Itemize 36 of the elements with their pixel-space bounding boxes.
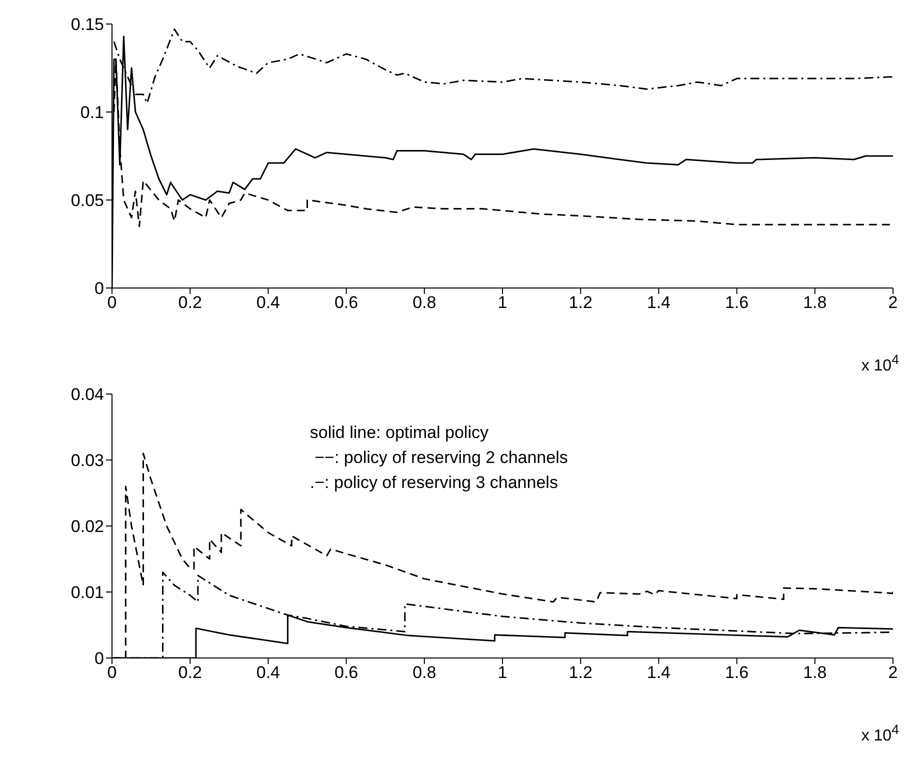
text: x 10$^{4}$ bbox=[861, 722, 899, 746]
x-tick-label: 0.8 bbox=[412, 293, 436, 312]
x-tick-label: 0.4 bbox=[256, 293, 280, 312]
y-tick-label: 0 bbox=[94, 279, 104, 298]
x-tick-label: 0.2 bbox=[178, 663, 202, 682]
x-tick-label: 1.8 bbox=[803, 293, 827, 312]
x-tick-label: 0.8 bbox=[412, 663, 436, 682]
x-tick-label: 1.4 bbox=[646, 293, 671, 312]
x-tick-label: 1.4 bbox=[646, 663, 671, 682]
y-tick-label: 0.01 bbox=[70, 583, 104, 602]
annotation: −−: policy of reserving 2 channels bbox=[314, 447, 568, 469]
x-tick-label: 1 bbox=[498, 663, 508, 682]
y-tick-label: 0 bbox=[94, 649, 104, 668]
y-tick-label: 0.1 bbox=[80, 103, 104, 122]
x-tick-label: 0 bbox=[107, 663, 117, 682]
y-tick-label: 0.03 bbox=[70, 451, 104, 470]
x-tick-label: 2 bbox=[888, 663, 898, 682]
x-tick-label: 0 bbox=[107, 293, 117, 312]
x-tick-label: 0.2 bbox=[178, 293, 202, 312]
x-tick-label: 2 bbox=[888, 293, 898, 312]
x-tick-label: 0.4 bbox=[256, 663, 280, 682]
x-tick-label: 1 bbox=[498, 293, 508, 312]
x-tick-label: 0.6 bbox=[334, 293, 358, 312]
x-tick-label: 1.2 bbox=[568, 663, 592, 682]
y-tick-label: 0.04 bbox=[70, 385, 104, 404]
y-tick-label: 0.02 bbox=[70, 517, 104, 536]
x-tick-label: 1.2 bbox=[568, 293, 592, 312]
text: x 10$^{4}$ bbox=[861, 352, 899, 376]
x-tick-label: 0.6 bbox=[334, 663, 358, 682]
x-tick-label: 1.8 bbox=[803, 663, 827, 682]
y-tick-label: 0.05 bbox=[70, 191, 104, 210]
annotation: solid line: optimal policy bbox=[310, 422, 490, 444]
x-tick-label: 1.6 bbox=[724, 293, 749, 312]
y-tick-label: 0.15 bbox=[70, 15, 104, 34]
annotation: .−: policy of reserving 3 channels bbox=[310, 472, 559, 494]
x-tick-label: 1.6 bbox=[724, 663, 749, 682]
